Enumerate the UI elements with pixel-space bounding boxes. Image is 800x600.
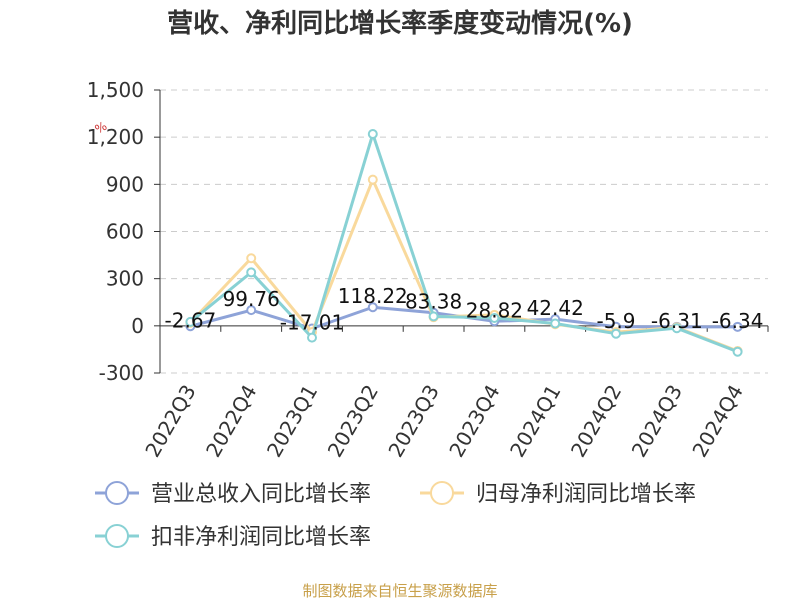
series-3-point <box>671 323 682 334</box>
legend-marker-1 <box>105 481 129 505</box>
chart-title: 营收、净利同比增长率季度变动情况(%) <box>167 8 633 39</box>
series-layer <box>185 129 743 357</box>
grid <box>160 89 768 374</box>
legend-label-2: 归母净利润同比增长率 <box>476 482 696 507</box>
x-tick-label: 2024Q3 <box>627 381 687 462</box>
source-note: 制图数据来自恒生聚源数据库 <box>302 582 497 600</box>
data-label: 28.82 <box>466 298 523 322</box>
series-3-point <box>428 311 439 322</box>
legend-marker-2 <box>430 481 454 505</box>
data-label: -2.67 <box>165 308 217 332</box>
x-tick-label: 2022Q3 <box>140 381 200 462</box>
data-label: 118.22 <box>338 284 408 308</box>
x-tick-label: 2024Q2 <box>566 381 626 462</box>
y-tick-label: 1,200 <box>87 125 144 149</box>
legend-marker-3 <box>105 524 129 548</box>
y-tick-label: 1,500 <box>87 78 144 102</box>
series-3-point <box>307 332 317 343</box>
x-tick-label: 2024Q1 <box>505 381 565 462</box>
series-3-point <box>611 328 621 339</box>
data-label: 83.38 <box>405 290 462 314</box>
series-1-point <box>732 321 743 332</box>
x-tick-label: 2023Q4 <box>444 381 504 462</box>
series-3-point <box>367 129 378 140</box>
legend-label-1: 营业总收入同比增长率 <box>151 482 371 507</box>
x-tick-label: 2023Q3 <box>383 380 443 461</box>
y-tick-label: 300 <box>106 267 144 291</box>
data-label: 42.42 <box>527 296 584 320</box>
series-3-point <box>246 267 257 278</box>
x-tick-label: 2023Q2 <box>323 381 383 462</box>
data-label: -6.31 <box>651 309 703 333</box>
series-line-3 <box>189 132 739 354</box>
series-3-point <box>185 316 196 327</box>
x-tick-label: 2023Q1 <box>262 381 322 462</box>
series-1-point <box>246 305 257 316</box>
x-tick-label: 2024Q4 <box>687 381 747 462</box>
series-3-point <box>732 346 743 357</box>
y-tick-label: 900 <box>106 172 144 196</box>
y-tick-label: -300 <box>99 361 144 385</box>
data-label: -17.01 <box>280 311 344 335</box>
series-2-point <box>367 174 378 185</box>
series-3-point <box>550 318 561 329</box>
series-2-point <box>246 253 257 264</box>
data-label: -5.9 <box>596 309 635 333</box>
series-1-point <box>367 302 378 313</box>
data-label: -6.34 <box>712 309 764 333</box>
x-tick-label: 2022Q4 <box>201 381 261 462</box>
y-tick-label: 600 <box>106 220 144 244</box>
data-label: 99.76 <box>223 287 280 311</box>
y-tick-label: 0 <box>131 314 144 338</box>
series-3-point <box>489 312 500 323</box>
legend-label-3: 扣非净利润同比增长率 <box>151 525 371 550</box>
